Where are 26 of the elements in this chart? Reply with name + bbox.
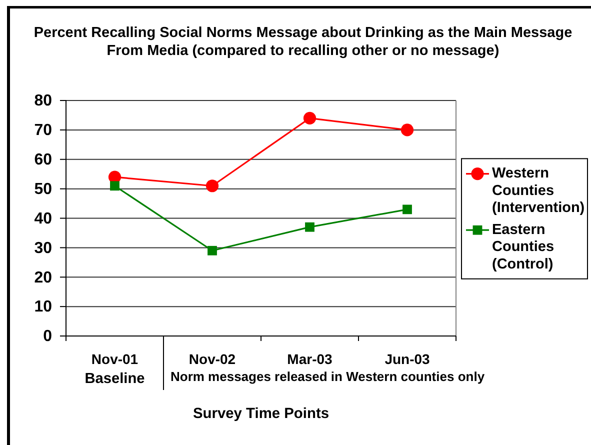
point	[110, 181, 120, 191]
x-axis-title: Survey Time Points	[192, 406, 330, 422]
text: Baseline	[84, 371, 145, 387]
point	[305, 222, 314, 232]
legend-label: Eastern Counties (Control)	[492, 222, 554, 273]
x-tick-label: Nov-02	[188, 351, 236, 367]
y-tick-label: 0	[43, 328, 52, 346]
legend-label: Western Counties (Intervention)	[492, 166, 585, 216]
y-tick-label: 30	[34, 240, 52, 257]
y-tick-label: 70	[34, 122, 52, 140]
y-tick-label: 50	[34, 180, 52, 198]
point	[303, 112, 316, 124]
text: Norm messages released in Western counties only	[170, 369, 486, 384]
point	[402, 204, 412, 214]
chart-title: Percent Recalling Social Norms Message about Drinking as the Main Message From Media (compared to recalling other or no message)	[34, 25, 572, 59]
y-tick-label: 60	[34, 151, 52, 168]
y-tick-label: 10	[34, 298, 52, 316]
y-tick-label: 20	[34, 269, 52, 286]
point	[208, 246, 217, 256]
x-tick-label: Nov-01	[91, 351, 138, 367]
y-tick-label: 40	[34, 210, 52, 228]
point	[206, 180, 219, 192]
x-tick-label: Jun-03	[384, 351, 430, 367]
point	[400, 124, 414, 136]
y-tick-label: 80	[34, 92, 52, 110]
x-tick-label: Mar-03	[287, 351, 333, 367]
